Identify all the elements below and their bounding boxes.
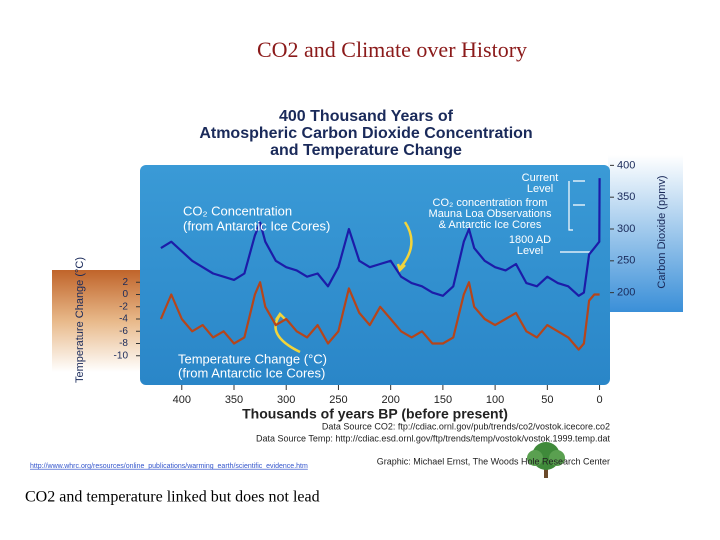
y-tick-label: 0 — [122, 289, 128, 300]
annotation: Temperature Change (°C) — [178, 351, 327, 366]
annotation: Current — [522, 172, 559, 184]
bracket — [560, 180, 590, 253]
slide-caption: CO2 and temperature linked but does not … — [25, 489, 320, 506]
y2-tick-label: 200 — [617, 287, 635, 299]
annotation: (from Antarctic Ice Cores) — [178, 365, 325, 380]
plot-area — [140, 165, 610, 385]
annotation: & Antarctic Ice Cores — [439, 219, 542, 231]
annotation: Mauna Loa Observations — [429, 208, 552, 220]
annotation: Level — [517, 245, 543, 257]
annotation: 1800 AD — [509, 234, 551, 246]
chart-title: and Temperature Change — [270, 142, 462, 159]
x-tick-label: 150 — [434, 394, 452, 406]
logo — [527, 442, 565, 478]
arrow-head — [396, 263, 406, 273]
x-tick-label: 0 — [596, 394, 602, 406]
y2-tick-label: 250 — [617, 255, 635, 267]
y2-axis-label: Carbon Dioxide (ppmv) — [656, 175, 668, 288]
slide-title: CO2 and Climate over History — [257, 37, 527, 62]
co2-axis-panel — [608, 155, 683, 312]
x-tick-label: 250 — [329, 394, 347, 406]
annotation: Level — [527, 183, 553, 195]
y2-tick-label: 300 — [617, 223, 635, 235]
x-tick-label: 300 — [277, 394, 295, 406]
y-tick-label: -2 — [119, 301, 128, 312]
y-tick-label: 2 — [122, 277, 128, 288]
annotation: CO₂ Concentration — [183, 203, 292, 218]
annotation: (from Antarctic Ice Cores) — [183, 218, 330, 233]
series-line — [160, 178, 601, 297]
y2-tick-label: 400 — [617, 159, 635, 171]
source-note: Data Source Temp: http://cdiac.esd.ornl.… — [256, 433, 611, 443]
y-tick-label: -8 — [119, 338, 128, 349]
source-url[interactable]: http://www.whrc.org/resources/online_pub… — [30, 463, 308, 470]
source-note: Graphic: Michael Ernst, The Woods Hole R… — [377, 456, 610, 466]
x-tick-label: 400 — [173, 394, 191, 406]
y-tick-label: -4 — [119, 314, 128, 325]
x-axis-label: Thousands of years BP (before present) — [242, 406, 508, 422]
x-tick-label: 200 — [381, 394, 399, 406]
chart-title: 400 Thousand Years of — [279, 108, 454, 125]
series-line — [159, 281, 601, 351]
chart-title: Atmospheric Carbon Dioxide Concentration — [199, 125, 532, 142]
temperature-axis-panel — [52, 270, 142, 372]
source-note: Data Source CO2: ftp://cdiac.ornl.gov/pu… — [322, 421, 610, 431]
x-tick-label: 350 — [225, 394, 243, 406]
y-tick-label: -10 — [114, 350, 129, 361]
y2-tick-label: 350 — [617, 191, 635, 203]
y-tick-label: -6 — [119, 326, 128, 337]
y-axis-label: Temperature Change (°C) — [74, 257, 86, 383]
arrow-head — [274, 312, 286, 321]
arrow — [399, 221, 413, 269]
x-tick-label: 100 — [486, 394, 504, 406]
x-tick-label: 50 — [541, 394, 553, 406]
annotation: CO₂ concentration from — [433, 197, 548, 209]
